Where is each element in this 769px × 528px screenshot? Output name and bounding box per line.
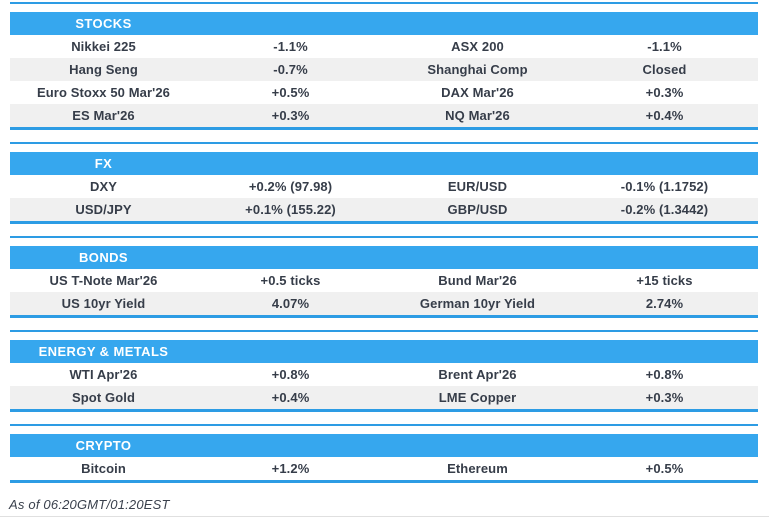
table-row: Hang Seng -0.7% Shanghai Comp Closed — [10, 58, 758, 81]
section-top-rule — [10, 330, 758, 332]
market-section-fx: FX DXY +0.2% (97.98) EUR/USD -0.1% (1.1752) U… — [10, 142, 758, 224]
section-top-rule — [10, 142, 758, 144]
instrument-change: 4.07% — [271, 296, 310, 311]
table-row: Bitcoin +1.2% Ethereum +0.5% — [10, 457, 758, 480]
section-table: STOCKS Nikkei 225 -1.1% ASX 200 -1.1% Hang Se… — [10, 12, 758, 130]
instrument-change: +0.3% — [645, 85, 684, 100]
instrument-change: +0.3% — [271, 108, 310, 123]
section-title: STOCKS — [75, 15, 132, 31]
bottom-divider — [0, 516, 769, 517]
section-table: CRYPTO Bitcoin +1.2% Ethereum +0.5% — [10, 434, 758, 483]
instrument-name: Shanghai Comp — [427, 62, 528, 77]
market-section-crypto: CRYPTO Bitcoin +1.2% Ethereum +0.5% — [10, 424, 758, 483]
table-row: ES Mar'26 +0.3% NQ Mar'26 +0.4% — [10, 104, 758, 127]
market-section-energy-metals: ENERGY & METALS WTI Apr'26 +0.8% Brent Apr'… — [10, 330, 758, 412]
instrument-name: Bitcoin — [81, 461, 126, 476]
instrument-name: Brent Apr'26 — [438, 367, 517, 382]
table-row: US T-Note Mar'26 +0.5 ticks Bund Mar'26 +15… — [10, 269, 758, 292]
section-header-crypto: CRYPTO — [10, 434, 758, 457]
instrument-change: +0.2% (97.98) — [248, 179, 333, 194]
table-row: WTI Apr'26 +0.8% Brent Apr'26 +0.8% — [10, 363, 758, 386]
section-header-cell: CRYPTO — [10, 437, 197, 455]
instrument-name: Ethereum — [447, 461, 508, 476]
instrument-change: +0.4% — [645, 108, 684, 123]
section-header-cell: FX — [10, 155, 197, 173]
instrument-change: +0.8% — [645, 367, 684, 382]
instrument-change: Closed — [642, 62, 687, 77]
section-top-rule — [10, 424, 758, 426]
instrument-name: German 10yr Yield — [419, 296, 536, 311]
instrument-name: Spot Gold — [72, 390, 135, 405]
section-top-rule — [10, 236, 758, 238]
section-header-fx: FX — [10, 152, 758, 175]
instrument-name: WTI Apr'26 — [69, 367, 138, 382]
instrument-change: -0.1% (1.1752) — [620, 179, 709, 194]
instrument-change: +15 ticks — [636, 273, 693, 288]
instrument-change: +0.4% — [271, 390, 310, 405]
table-row: Spot Gold +0.4% LME Copper +0.3% — [10, 386, 758, 409]
table-row: Euro Stoxx 50 Mar'26 +0.5% DAX Mar'26 +0.3% — [10, 81, 758, 104]
table-row: US 10yr Yield 4.07% German 10yr Yield 2.74% — [10, 292, 758, 315]
instrument-name: EUR/USD — [447, 179, 508, 194]
instrument-change: 2.74% — [645, 296, 684, 311]
instrument-change: +0.3% — [645, 390, 684, 405]
instrument-name: USD/JPY — [75, 202, 132, 217]
instrument-name: ES Mar'26 — [72, 108, 135, 123]
instrument-name: DAX Mar'26 — [441, 85, 514, 100]
instrument-change: +0.5 ticks — [260, 273, 321, 288]
instrument-name: US 10yr Yield — [61, 296, 146, 311]
instrument-change: -1.1% — [273, 39, 308, 54]
instrument-name: US T-Note Mar'26 — [49, 273, 158, 288]
market-tables: STOCKS Nikkei 225 -1.1% ASX 200 -1.1% Hang Se… — [0, 2, 769, 483]
instrument-name: NQ Mar'26 — [445, 108, 510, 123]
table-row: DXY +0.2% (97.98) EUR/USD -0.1% (1.1752) — [10, 175, 758, 198]
instrument-name: Hang Seng — [69, 62, 138, 77]
instrument-name: Bund Mar'26 — [438, 273, 517, 288]
table-row: Nikkei 225 -1.1% ASX 200 -1.1% — [10, 35, 758, 58]
instrument-name: Euro Stoxx 50 Mar'26 — [37, 85, 170, 100]
instrument-name: Nikkei 225 — [71, 39, 136, 54]
instrument-change: -0.2% (1.3442) — [620, 202, 709, 217]
section-top-rule — [10, 2, 758, 4]
market-section-bonds: BONDS US T-Note Mar'26 +0.5 ticks Bund Mar'… — [10, 236, 758, 318]
section-title: BONDS — [79, 249, 128, 265]
as-of-timestamp: As of 06:20GMT/01:20EST — [9, 497, 170, 512]
section-table: BONDS US T-Note Mar'26 +0.5 ticks Bund Mar'… — [10, 246, 758, 318]
section-header-cell: ENERGY & METALS — [10, 343, 197, 361]
section-table: ENERGY & METALS WTI Apr'26 +0.8% Brent Apr'… — [10, 340, 758, 412]
section-header-cell: STOCKS — [10, 15, 197, 33]
section-header-bonds: BONDS — [10, 246, 758, 269]
instrument-change: +0.8% — [271, 367, 310, 382]
instrument-change: +0.5% — [271, 85, 310, 100]
section-header-stocks: STOCKS — [10, 12, 758, 35]
section-table: FX DXY +0.2% (97.98) EUR/USD -0.1% (1.1752) U… — [10, 152, 758, 224]
instrument-change: +0.1% (155.22) — [245, 202, 336, 217]
section-title: CRYPTO — [75, 437, 132, 453]
section-title: ENERGY & METALS — [38, 343, 169, 359]
section-header-cell: BONDS — [10, 249, 197, 267]
section-title: FX — [94, 155, 113, 171]
instrument-change: -1.1% — [647, 39, 682, 54]
instrument-name: DXY — [89, 179, 118, 194]
market-section-stocks: STOCKS Nikkei 225 -1.1% ASX 200 -1.1% Hang Se… — [10, 2, 758, 130]
section-header-energy-metals: ENERGY & METALS — [10, 340, 758, 363]
instrument-change: +0.5% — [645, 461, 684, 476]
instrument-change: -0.7% — [273, 62, 308, 77]
instrument-change: +1.2% — [271, 461, 310, 476]
table-row: USD/JPY +0.1% (155.22) GBP/USD -0.2% (1.344… — [10, 198, 758, 221]
instrument-name: ASX 200 — [451, 39, 504, 54]
instrument-name: GBP/USD — [447, 202, 508, 217]
instrument-name: LME Copper — [438, 390, 517, 405]
